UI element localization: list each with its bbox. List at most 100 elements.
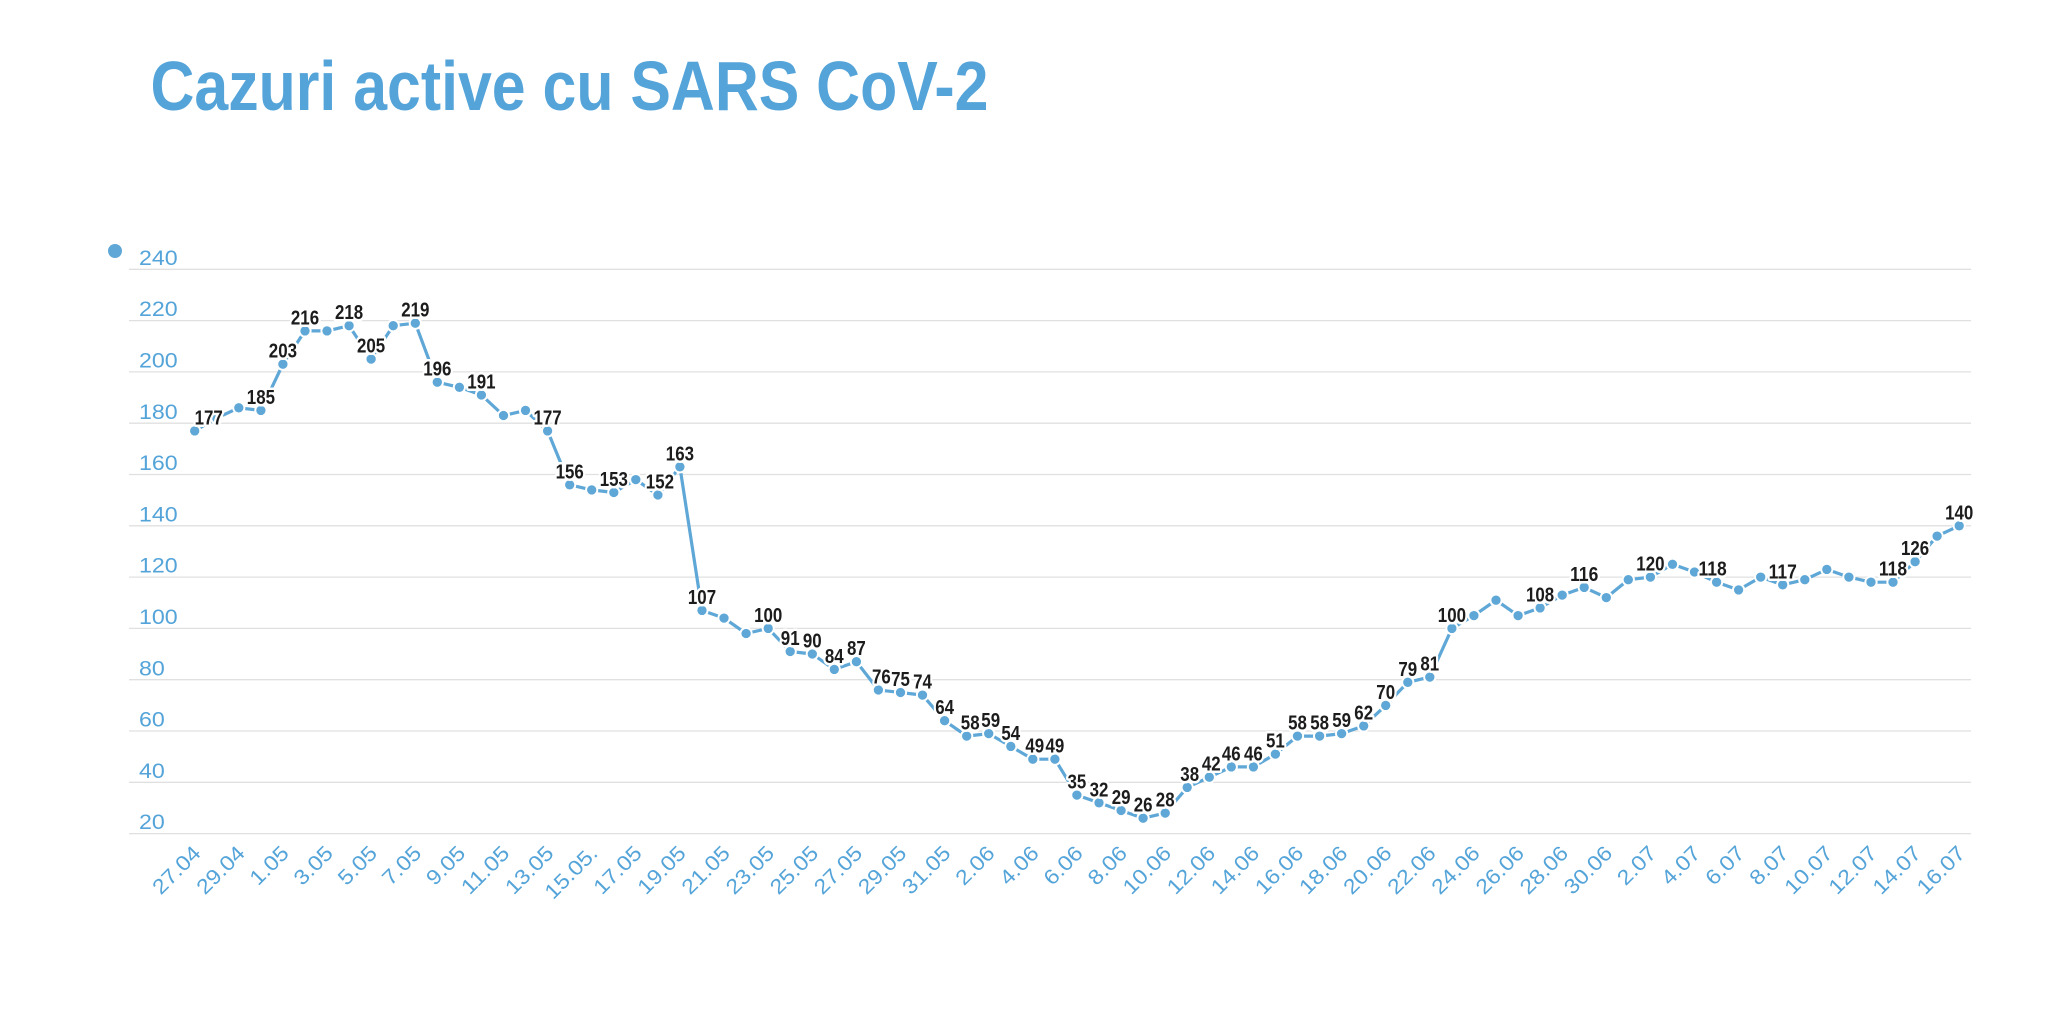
svg-text:35: 35 (1068, 772, 1087, 794)
svg-text:91: 91 (781, 628, 800, 650)
svg-text:29: 29 (1112, 787, 1131, 809)
svg-text:22.06: 22.06 (1383, 842, 1440, 899)
svg-text:4.07: 4.07 (1657, 842, 1705, 890)
svg-text:87: 87 (847, 638, 866, 660)
svg-text:7.05: 7.05 (378, 842, 426, 890)
svg-text:126: 126 (1901, 538, 1929, 560)
svg-text:140: 140 (139, 503, 178, 526)
svg-text:74: 74 (913, 672, 933, 694)
svg-text:49: 49 (1025, 736, 1044, 758)
svg-text:2.06: 2.06 (951, 842, 999, 890)
svg-text:58: 58 (1288, 713, 1307, 735)
svg-text:100: 100 (1438, 605, 1466, 627)
svg-text:81: 81 (1420, 654, 1439, 676)
svg-text:30.06: 30.06 (1560, 842, 1617, 899)
svg-text:87: 87 (847, 638, 866, 660)
svg-text:51: 51 (1266, 731, 1285, 753)
svg-text:79: 79 (1398, 659, 1417, 681)
svg-text:58: 58 (961, 713, 980, 735)
svg-text:54: 54 (1001, 723, 1021, 745)
svg-text:118: 118 (1879, 559, 1907, 581)
svg-text:177: 177 (195, 407, 223, 429)
svg-text:74: 74 (913, 672, 933, 694)
svg-text:49: 49 (1046, 736, 1065, 758)
svg-text:160: 160 (139, 452, 178, 475)
svg-text:10.06: 10.06 (1119, 842, 1176, 899)
svg-text:203: 203 (269, 341, 297, 363)
svg-text:38: 38 (1180, 764, 1199, 786)
svg-text:116: 116 (1570, 564, 1598, 586)
svg-text:163: 163 (666, 443, 694, 465)
svg-text:23.05: 23.05 (722, 842, 779, 899)
svg-text:64: 64 (935, 697, 955, 719)
svg-text:156: 156 (556, 461, 584, 483)
svg-text:60: 60 (139, 709, 165, 732)
svg-text:118: 118 (1699, 559, 1727, 581)
svg-text:58: 58 (1288, 713, 1307, 735)
svg-text:140: 140 (1945, 502, 1973, 524)
svg-text:17.05: 17.05 (589, 842, 646, 899)
svg-text:28: 28 (1156, 790, 1175, 812)
svg-text:108: 108 (1526, 584, 1554, 606)
svg-text:19.05: 19.05 (633, 842, 690, 899)
svg-text:59: 59 (1332, 710, 1351, 732)
svg-text:196: 196 (423, 359, 451, 381)
svg-text:140: 140 (1945, 502, 1973, 524)
svg-text:58: 58 (1310, 713, 1329, 735)
svg-text:58: 58 (1310, 713, 1329, 735)
svg-text:2.07: 2.07 (1613, 842, 1661, 890)
svg-text:6.07: 6.07 (1701, 842, 1749, 890)
svg-text:14.06: 14.06 (1207, 842, 1264, 899)
svg-text:216: 216 (291, 307, 319, 329)
svg-text:42: 42 (1202, 754, 1221, 776)
svg-text:218: 218 (335, 302, 363, 324)
svg-text:14.07: 14.07 (1869, 842, 1926, 899)
svg-text:108: 108 (1526, 584, 1554, 606)
svg-text:117: 117 (1769, 561, 1797, 583)
svg-text:75: 75 (891, 669, 910, 691)
svg-text:32: 32 (1090, 779, 1109, 801)
svg-text:220: 220 (139, 298, 178, 321)
svg-text:59: 59 (981, 710, 1000, 732)
svg-text:91: 91 (781, 628, 800, 650)
svg-text:24.06: 24.06 (1427, 842, 1484, 899)
svg-text:12.07: 12.07 (1824, 842, 1881, 899)
svg-text:219: 219 (401, 300, 429, 322)
svg-text:76: 76 (872, 667, 891, 689)
svg-text:120: 120 (1636, 554, 1664, 576)
svg-text:70: 70 (1376, 682, 1395, 704)
svg-text:32: 32 (1090, 779, 1109, 801)
svg-text:100: 100 (754, 605, 782, 627)
svg-text:11.05: 11.05 (457, 842, 514, 899)
svg-text:51: 51 (1266, 731, 1285, 753)
svg-text:29: 29 (1112, 787, 1131, 809)
svg-text:46: 46 (1222, 743, 1241, 765)
svg-text:120: 120 (1636, 554, 1664, 576)
svg-text:38: 38 (1180, 764, 1199, 786)
svg-text:120: 120 (139, 555, 178, 578)
svg-text:76: 76 (872, 667, 891, 689)
svg-text:62: 62 (1354, 702, 1373, 724)
svg-text:27.05: 27.05 (810, 842, 867, 899)
svg-text:196: 196 (423, 359, 451, 381)
svg-text:180: 180 (139, 401, 178, 424)
svg-text:152: 152 (646, 472, 674, 494)
svg-text:10.07: 10.07 (1780, 842, 1837, 899)
svg-text:240: 240 (139, 247, 178, 270)
svg-text:1.05: 1.05 (245, 842, 293, 890)
svg-text:12.06: 12.06 (1163, 842, 1220, 899)
svg-text:27.04: 27.04 (148, 842, 206, 900)
svg-text:153: 153 (600, 469, 628, 491)
svg-text:Cazuri active cu SARS CoV-2: Cazuri active cu SARS CoV-2 (151, 47, 989, 125)
svg-text:79: 79 (1398, 659, 1417, 681)
svg-text:100: 100 (139, 606, 178, 629)
svg-text:46: 46 (1222, 743, 1241, 765)
svg-text:70: 70 (1376, 682, 1395, 704)
svg-text:18.06: 18.06 (1295, 842, 1352, 899)
svg-text:81: 81 (1420, 654, 1439, 676)
svg-text:16.06: 16.06 (1251, 842, 1308, 899)
svg-text:90: 90 (803, 631, 822, 653)
svg-text:31.05: 31.05 (898, 842, 955, 899)
svg-text:21.05: 21.05 (677, 842, 734, 899)
svg-text:126: 126 (1901, 538, 1929, 560)
